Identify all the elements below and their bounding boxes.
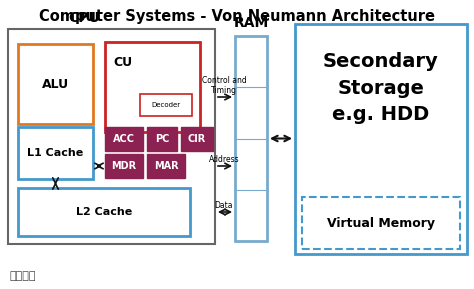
Text: ⓒⓘⓢⓐ: ⓒⓘⓢⓐ xyxy=(10,271,36,281)
Text: Decoder: Decoder xyxy=(151,102,181,108)
Bar xyxy=(105,42,200,132)
Bar xyxy=(235,36,267,241)
Bar xyxy=(18,188,190,236)
Text: ACC: ACC xyxy=(113,134,135,144)
Text: L2 Cache: L2 Cache xyxy=(76,207,132,217)
Text: Virtual Memory: Virtual Memory xyxy=(327,216,435,229)
Bar xyxy=(302,197,460,249)
Bar xyxy=(105,154,143,178)
Bar xyxy=(8,29,215,244)
Text: Address: Address xyxy=(209,155,239,164)
Text: Secondary
Storage
e.g. HDD: Secondary Storage e.g. HDD xyxy=(323,52,439,124)
Text: RAM: RAM xyxy=(233,16,269,30)
Bar xyxy=(147,127,177,151)
Text: MAR: MAR xyxy=(154,161,178,171)
Bar xyxy=(295,24,467,254)
Text: ALU: ALU xyxy=(42,77,69,90)
Text: CPU: CPU xyxy=(69,11,100,25)
Bar xyxy=(105,127,143,151)
Bar xyxy=(140,94,192,116)
Text: L1 Cache: L1 Cache xyxy=(27,148,83,158)
Bar xyxy=(18,44,93,124)
Text: Data: Data xyxy=(215,201,233,210)
Bar xyxy=(147,154,185,178)
Text: PC: PC xyxy=(155,134,169,144)
Bar xyxy=(181,127,213,151)
Text: Computer Systems - Von Neumann Architecture: Computer Systems - Von Neumann Architect… xyxy=(39,9,435,24)
Text: Control and
Timing: Control and Timing xyxy=(201,76,246,95)
Text: MDR: MDR xyxy=(111,161,137,171)
Text: CU: CU xyxy=(113,56,133,69)
Text: CIR: CIR xyxy=(188,134,206,144)
Bar xyxy=(18,127,93,179)
